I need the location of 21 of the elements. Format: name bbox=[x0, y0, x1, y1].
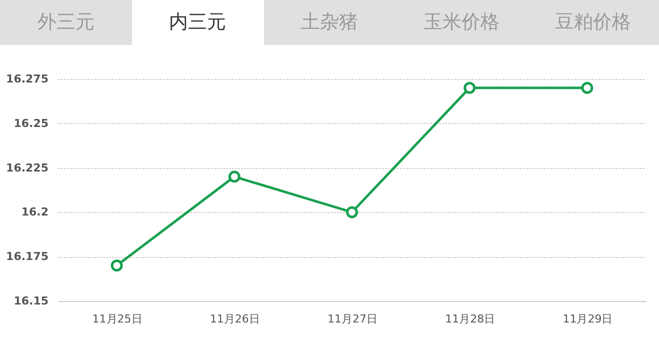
text: 内三元 bbox=[132, 0, 264, 45]
y-tick-label: 16.2 bbox=[21, 206, 48, 219]
x-tick-label: 11月28日 bbox=[445, 312, 496, 326]
y-tick-label: 16.25 bbox=[14, 116, 48, 130]
text: 玉米价格 bbox=[422, 10, 500, 35]
y-tick-label: 16.275 bbox=[6, 72, 48, 86]
point bbox=[228, 170, 240, 183]
text: 外三元 bbox=[36, 10, 96, 35]
text: 土杂猪 bbox=[300, 10, 359, 35]
x-tick-label: 11月25日 bbox=[92, 312, 142, 326]
x-tick-label: 11月26日 bbox=[210, 312, 260, 326]
y-tick-label: 16.15 bbox=[14, 294, 48, 308]
y-tick-label: 16.175 bbox=[6, 250, 48, 264]
point bbox=[110, 259, 123, 272]
x-tick-label: 11月27日 bbox=[328, 312, 378, 326]
point bbox=[346, 206, 358, 218]
point bbox=[581, 82, 594, 94]
x-tick-label: 11月29日 bbox=[562, 312, 613, 326]
point bbox=[464, 82, 476, 94]
text: 豆粕价格 bbox=[554, 10, 632, 35]
y-tick-label: 16.225 bbox=[6, 161, 48, 174]
